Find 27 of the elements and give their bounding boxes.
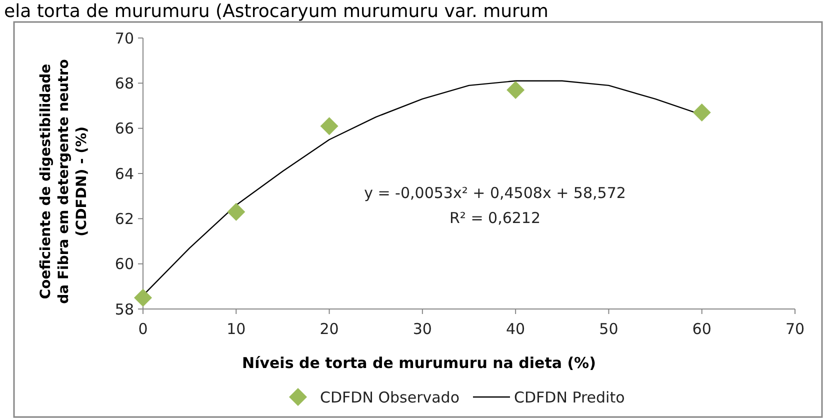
y-tick-label: 64 [114, 164, 134, 183]
x-axis-title: Níveis de torta de murumuru na dieta (%) [242, 354, 596, 372]
chart-title: ela torta de murumuru (Astrocaryum murumuru var. murum [4, 1, 548, 22]
legend-label: CDFDN Predito [514, 388, 625, 406]
x-tick-label: 40 [506, 320, 526, 338]
point [134, 288, 152, 307]
x-tick-label: 70 [785, 320, 805, 338]
annotation: y = -0,0053x² + 0,4508x + 58,572 [364, 184, 626, 202]
point [506, 80, 525, 99]
y-tick-label: 58 [114, 300, 134, 318]
annotation: R² = 0,6212 [449, 209, 541, 227]
x-tick-label: 0 [138, 320, 148, 338]
point [227, 202, 246, 221]
y-axis-title: Coeficiente de digestibilidade da Fibra em detergente neutro (CDFDN) - (%) [38, 58, 90, 304]
y-tick-label: 62 [114, 210, 134, 228]
y-tick-label: 66 [114, 120, 134, 138]
x-tick-label: 30 [412, 320, 432, 338]
x-tick-label: 20 [320, 320, 339, 338]
x-tick-label: 50 [599, 320, 618, 338]
y-tick-label: 60 [114, 255, 134, 274]
y-tick-label: 70 [114, 29, 134, 48]
y-tick-label: 68 [114, 74, 134, 92]
point [692, 104, 711, 122]
point [320, 117, 338, 136]
x-tick-label: 10 [226, 320, 246, 338]
legend-label: CDFDN Observado [320, 388, 460, 406]
x-tick-label: 60 [692, 320, 712, 338]
